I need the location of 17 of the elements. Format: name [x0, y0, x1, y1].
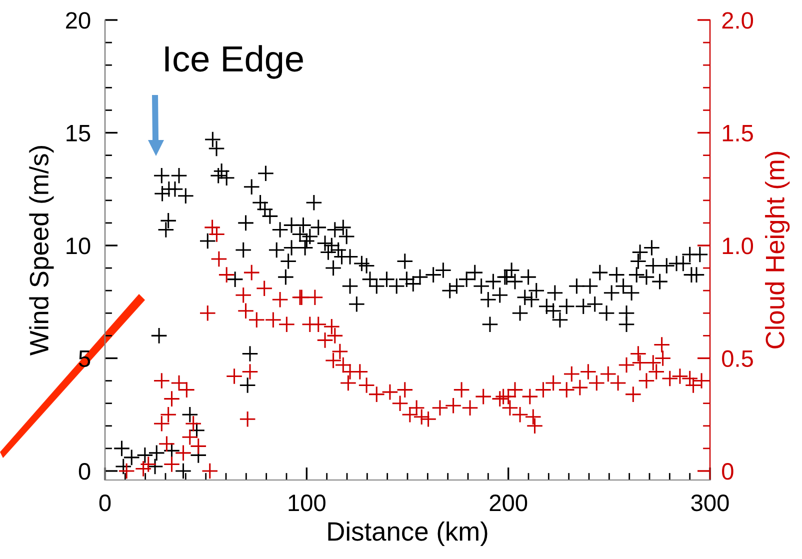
x-tick-label: 200	[490, 494, 528, 512]
y-tick-label: 20	[66, 12, 90, 29]
y-tick-label: 10	[66, 238, 90, 254]
y-axis-title: Wind Speed (m/s)	[29, 146, 54, 356]
y2-tick-label: 1.0	[722, 238, 754, 254]
x-tick-label: 0	[99, 494, 111, 512]
y2-tick-label: 2.0	[722, 12, 754, 29]
x-axis-title: Distance (km)	[328, 521, 488, 546]
y2-tick-label: 0	[722, 463, 734, 480]
annotation: Ice Edge	[165, 45, 303, 79]
y-tick-label: 15	[66, 125, 90, 142]
y2-tick-label: 0.5	[722, 350, 753, 368]
x-tick-label: 100	[288, 494, 326, 512]
y-tick-label: 0	[78, 463, 90, 480]
y2-tick-label: 1.5	[722, 125, 753, 142]
y2-axis-title: Cloud Height (m)	[765, 152, 790, 348]
x-tick-label: 300	[691, 494, 729, 512]
